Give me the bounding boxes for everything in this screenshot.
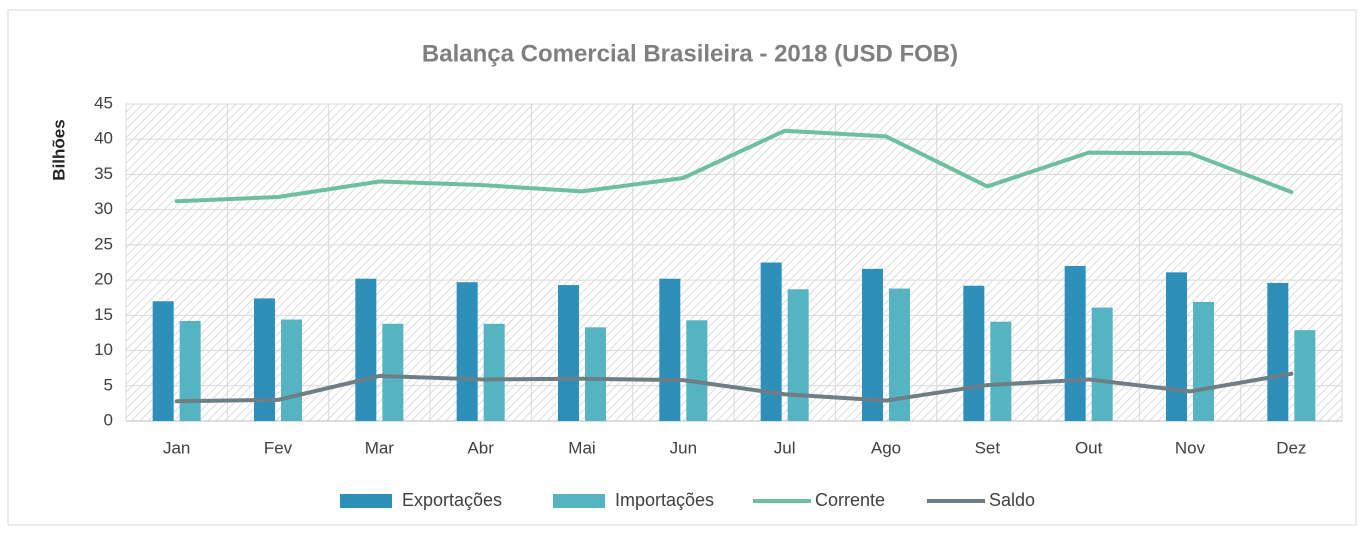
chart-title: Balança Comercial Brasileira - 2018 (USD… bbox=[422, 40, 958, 67]
bar bbox=[990, 321, 1012, 421]
bar bbox=[686, 320, 708, 421]
x-tick-label: Mar bbox=[365, 438, 395, 457]
legend-label: Saldo bbox=[989, 490, 1035, 510]
x-tick-label: Jul bbox=[774, 438, 796, 457]
legend-label: Exportações bbox=[402, 490, 502, 510]
bar bbox=[152, 301, 174, 421]
x-tick-label: Dez bbox=[1276, 438, 1306, 457]
x-tick-label: Nov bbox=[1175, 438, 1206, 457]
x-tick-label: Set bbox=[975, 438, 1001, 457]
bar bbox=[382, 323, 404, 421]
x-tick-label: Mai bbox=[568, 438, 595, 457]
bar bbox=[355, 278, 377, 421]
y-tick-label: 25 bbox=[94, 234, 113, 253]
bar bbox=[787, 289, 809, 421]
bar bbox=[1193, 301, 1214, 421]
bar bbox=[889, 288, 910, 421]
line-series bbox=[174, 128, 1294, 204]
y-tick-label: 35 bbox=[94, 164, 113, 183]
legend-swatch bbox=[553, 494, 605, 508]
bar bbox=[963, 285, 985, 421]
bar bbox=[760, 262, 782, 421]
line-series bbox=[174, 371, 1294, 404]
bar bbox=[659, 278, 681, 421]
bar bbox=[281, 319, 302, 421]
y-tick-label: 10 bbox=[94, 340, 113, 359]
x-tick-label: Jun bbox=[670, 438, 697, 457]
x-tick-label: Abr bbox=[467, 438, 494, 457]
bar bbox=[483, 323, 505, 421]
y-tick-label: 45 bbox=[94, 93, 113, 112]
bar bbox=[456, 282, 478, 421]
bar bbox=[1064, 266, 1086, 421]
bar bbox=[254, 298, 275, 421]
y-tick-label: 5 bbox=[104, 375, 113, 394]
bar bbox=[1294, 330, 1316, 421]
legend-swatch bbox=[340, 494, 392, 508]
bar bbox=[862, 268, 883, 421]
bar bbox=[585, 327, 606, 421]
y-tick-label: 0 bbox=[104, 410, 113, 429]
y-axis-label: Bilhões bbox=[49, 119, 68, 180]
y-tick-label: 20 bbox=[94, 270, 113, 289]
y-tick-label: 15 bbox=[94, 305, 113, 324]
bar bbox=[1267, 282, 1289, 421]
legend-label: Importações bbox=[615, 490, 714, 510]
x-tick-label: Out bbox=[1075, 438, 1103, 457]
bar bbox=[1091, 307, 1113, 421]
legend-label: Corrente bbox=[815, 490, 885, 510]
bar bbox=[558, 285, 579, 421]
x-tick-label: Fev bbox=[264, 438, 293, 457]
bar bbox=[179, 320, 201, 421]
y-tick-label: 40 bbox=[94, 129, 113, 148]
x-tick-label: Ago bbox=[871, 438, 901, 457]
y-tick-label: 30 bbox=[94, 199, 113, 218]
bar bbox=[1166, 272, 1187, 421]
x-tick-label: Jan bbox=[163, 438, 190, 457]
